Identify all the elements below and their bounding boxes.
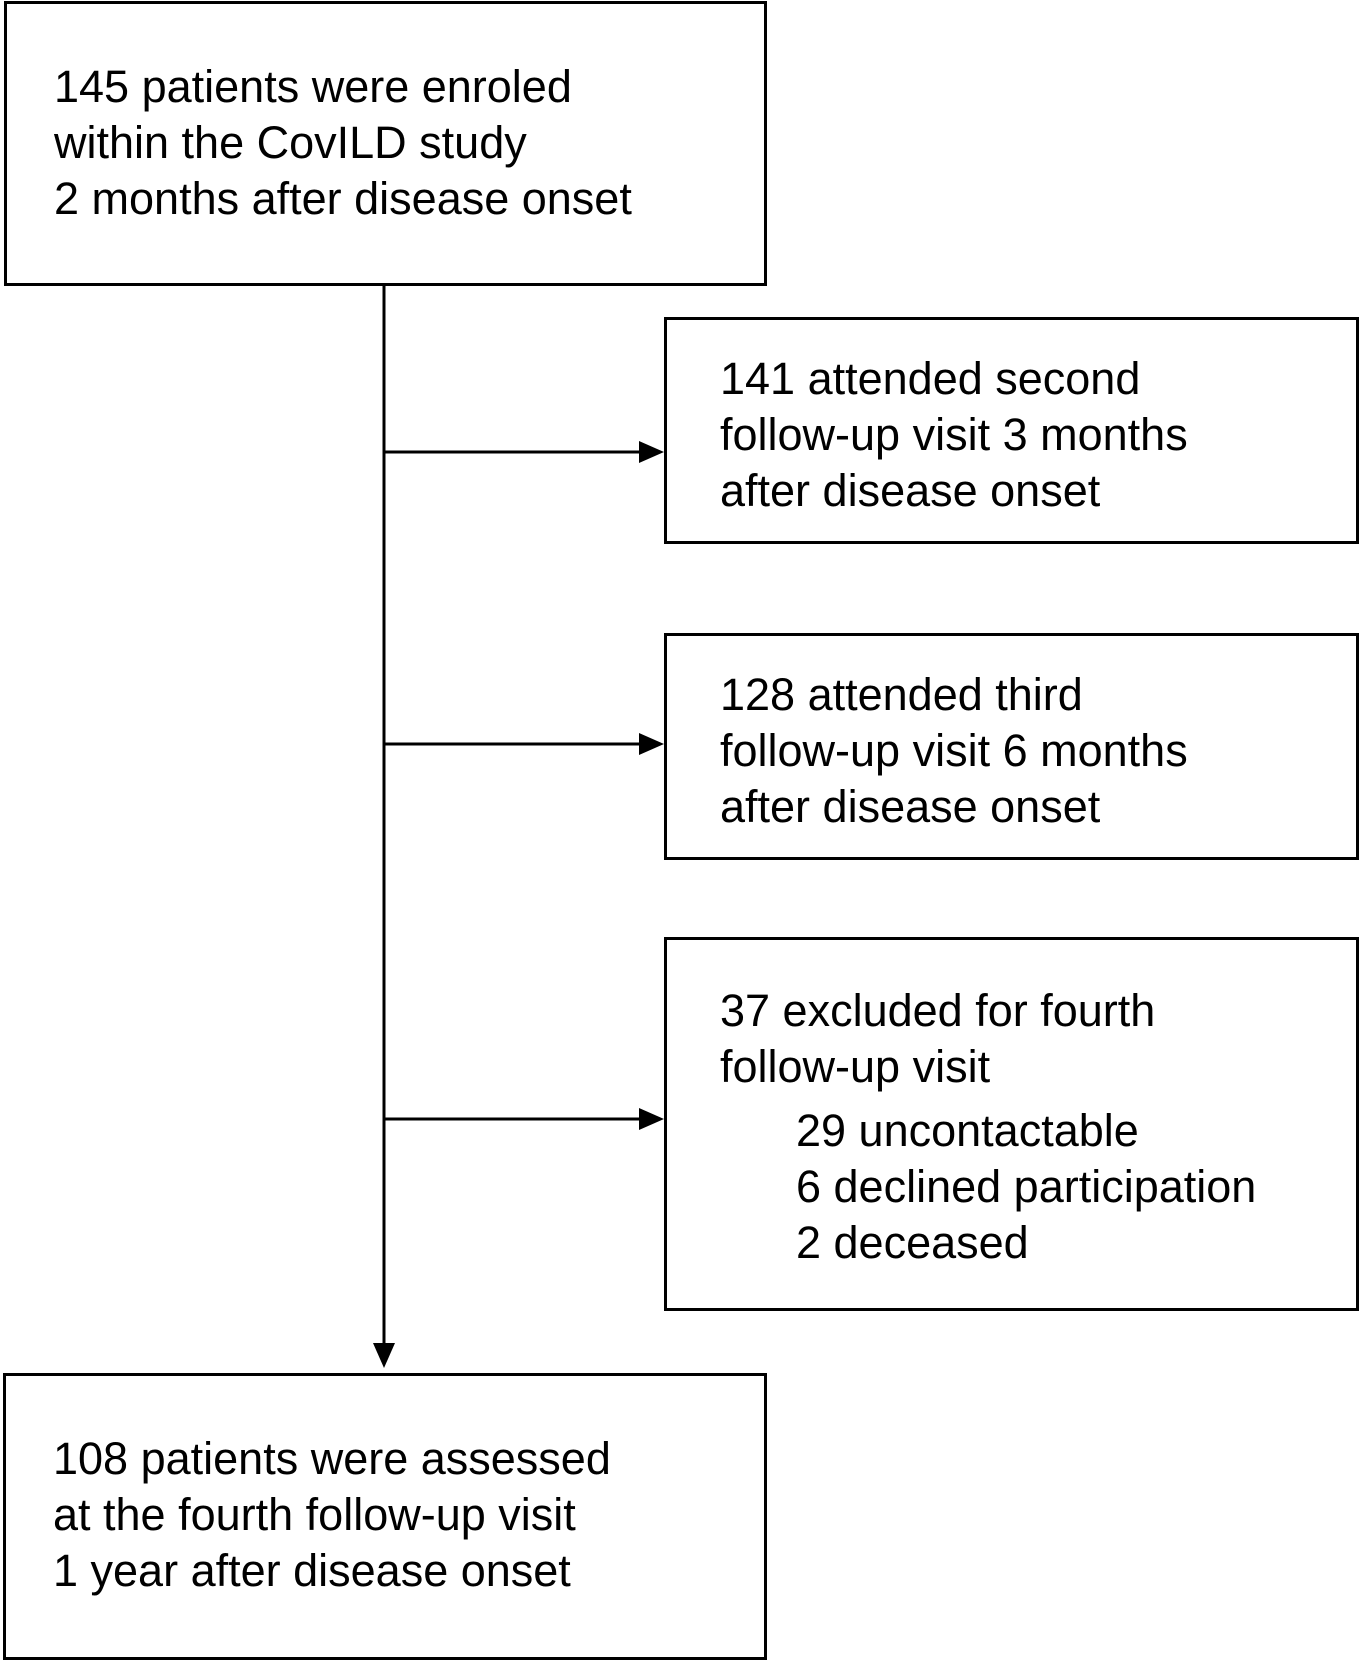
- exclusions-line-1: 37 excluded for fourth: [720, 985, 1156, 1036]
- final-assessment-line-2: at the fourth follow-up visit: [53, 1489, 576, 1540]
- exclusions-line-2: follow-up visit: [720, 1041, 991, 1092]
- enrolment-line-1: 145 patients were enroled: [54, 61, 572, 112]
- second-visit-line-2: follow-up visit 3 months: [720, 409, 1188, 460]
- second-visit-line-1: 141 attended second: [720, 353, 1141, 404]
- third-visit-line-2: follow-up visit 6 months: [720, 725, 1188, 776]
- enrolment-line-3: 2 months after disease onset: [54, 173, 632, 224]
- exclusion-reason-declined: 6 declined participation: [796, 1161, 1257, 1212]
- third-visit-line-3: after disease onset: [720, 781, 1101, 832]
- exclusions-box: 37 excluded for fourth follow-up visit 2…: [664, 937, 1359, 1311]
- exclusion-reason-deceased: 2 deceased: [796, 1217, 1029, 1268]
- second-visit-box: 141 attended second follow-up visit 3 mo…: [664, 317, 1359, 544]
- exclusion-reason-uncontactable: 29 uncontactable: [796, 1105, 1139, 1156]
- enrolment-line-2: within the CovILD study: [54, 117, 527, 168]
- right-arrowhead-third-visit: [639, 733, 664, 755]
- second-visit-line-3: after disease onset: [720, 465, 1101, 516]
- final-assessment-box: 108 patients were assessed at the fourth…: [3, 1373, 767, 1660]
- enrolment-box: 145 patients were enroled within the Cov…: [4, 1, 767, 286]
- third-visit-line-1: 128 attended third: [720, 669, 1083, 720]
- final-assessment-line-1: 108 patients were assessed: [53, 1433, 611, 1484]
- third-visit-box: 128 attended third follow-up visit 6 mon…: [664, 633, 1359, 860]
- final-assessment-line-3: 1 year after disease onset: [53, 1545, 571, 1596]
- right-arrowhead-exclusions: [639, 1108, 664, 1130]
- right-arrowhead-second-visit: [639, 441, 664, 463]
- down-arrowhead: [373, 1343, 395, 1368]
